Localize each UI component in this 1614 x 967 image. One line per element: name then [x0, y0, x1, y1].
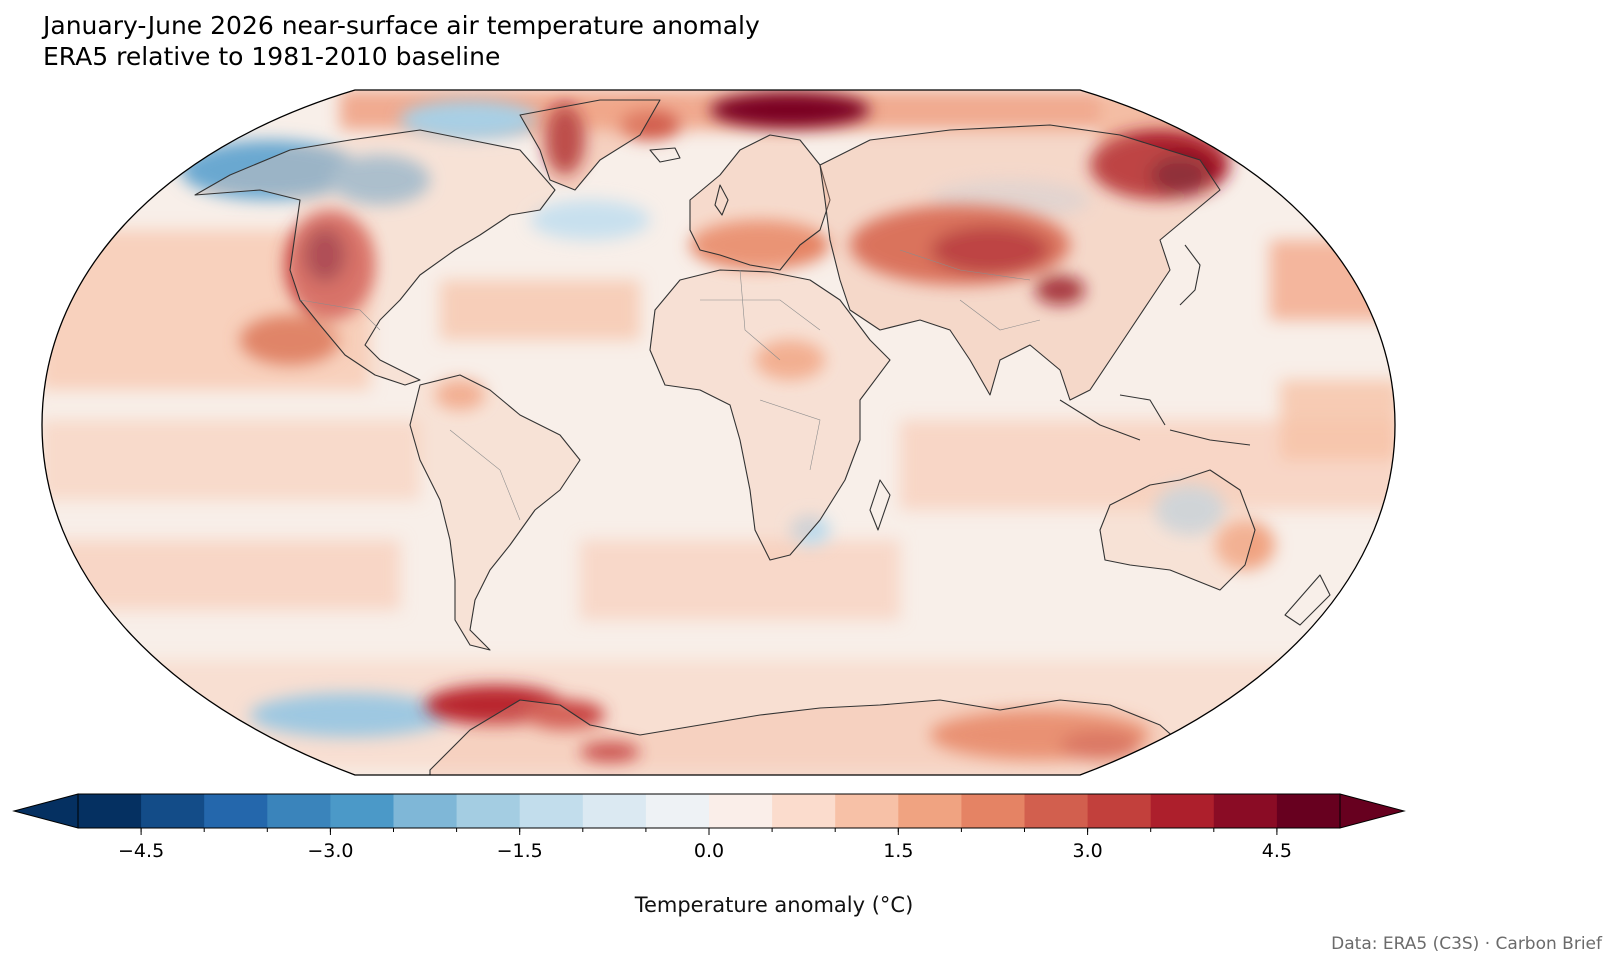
australia-outline [1099, 469, 1256, 591]
uk-outline [714, 184, 729, 216]
colorbar-ticks: −4.5 −3.0 −1.5 0.0 1.5 3.0 4.5 [118, 828, 1292, 862]
south-america-outline [409, 374, 581, 651]
colorbar-swatch [582, 794, 647, 828]
japan-outline [1179, 244, 1201, 306]
colorbar-swatch [1087, 794, 1152, 828]
colorbar-tick-label: 4.5 [1262, 840, 1292, 862]
colorbar-extend-max [1339, 793, 1406, 829]
national-borders [299, 249, 1041, 521]
colorbar-swatch [267, 794, 331, 828]
colorbar-swatch [898, 794, 962, 828]
colorbar-swatch [1024, 794, 1089, 828]
colorbar-swatch [519, 794, 584, 828]
colorbar-swatch [456, 794, 521, 828]
colorbar-tick-label: 3.0 [1072, 840, 1102, 862]
colorbar-swatch [1213, 794, 1278, 828]
title-line-1: January-June 2026 near-surface air tempe… [43, 11, 760, 40]
chart-title: January-June 2026 near-surface air tempe… [43, 10, 760, 72]
colorbar-extend-min [12, 793, 79, 829]
colorbar-swatch [772, 794, 836, 828]
colorbar-swatch [204, 794, 268, 828]
colorbar-label-row: Temperature anomaly (°C) [0, 893, 1614, 917]
data-credit: Data: ERA5 (C3S) · Carbon Brief [1331, 934, 1602, 954]
colorbar-swatch [1150, 794, 1215, 828]
continents [194, 99, 1331, 775]
colorbar-swatches [78, 794, 1341, 828]
colorbar-swatch [1276, 794, 1341, 828]
colorbar-tick-label: −3.0 [307, 840, 353, 862]
colorbar-swatch [141, 794, 205, 828]
cool-anomaly-patches [180, 100, 1225, 737]
colorbar-swatch [835, 794, 899, 828]
colorbar-swatch [709, 794, 773, 828]
globe-outline [41, 89, 1396, 776]
colorbar-swatch [393, 794, 458, 828]
anomaly-field [42, 90, 1395, 775]
colorbar-swatch [330, 794, 395, 828]
colorbar-swatch [78, 794, 142, 828]
title-line-2: ERA5 relative to 1981-2010 baseline [43, 42, 501, 71]
north-america-outline [194, 129, 556, 386]
africa-outline [649, 269, 891, 561]
colorbar-tick-label: −1.5 [497, 840, 543, 862]
colorbar-swatch [645, 794, 710, 828]
colorbar-label: Temperature anomaly (°C) [634, 893, 914, 917]
colorbar-swatch [961, 794, 1026, 828]
iceland-outline [649, 147, 681, 163]
colorbar-tick-label: 1.5 [883, 840, 913, 862]
new-zealand-outline [1284, 574, 1331, 626]
warm-anomaly-patches [240, 92, 1275, 762]
colorbar-tick-label: −4.5 [118, 840, 164, 862]
asia-outline [819, 124, 1221, 401]
maritime-continent-outline [1059, 394, 1251, 446]
colorbar-tick-label: 0.0 [694, 840, 724, 862]
greenland-outline [519, 99, 661, 191]
europe-outline [689, 134, 831, 271]
madagascar-outline [869, 479, 891, 531]
